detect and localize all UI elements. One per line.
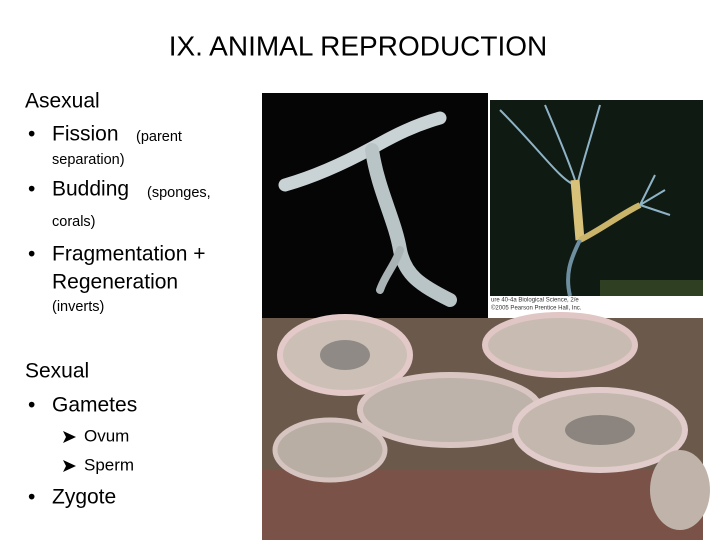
arrow-bullet <box>63 460 76 472</box>
bullet: • <box>28 394 35 417</box>
figure-credit: ©2005 Pearson Prentice Hall, Inc. <box>491 305 582 312</box>
section-heading: Asexual <box>25 90 100 113</box>
subitem-text: Sperm <box>84 455 134 474</box>
item-text: Regeneration <box>52 271 178 294</box>
slide-title: IX. ANIMAL REPRODUCTION <box>169 30 548 61</box>
item-note: (inverts) <box>52 299 104 315</box>
anemone-photo <box>262 312 710 540</box>
planarian-photo <box>262 93 488 318</box>
item-note: (sponges, <box>147 185 211 201</box>
subitem-text: Ovum <box>84 426 129 445</box>
bullet: • <box>28 243 35 266</box>
item-text: Budding <box>52 178 129 201</box>
item-note: (parent <box>136 129 182 145</box>
item-text: Gametes <box>52 394 137 417</box>
hydra-photo <box>490 100 703 297</box>
bullet: • <box>28 123 35 146</box>
item-note: separation) <box>52 152 125 168</box>
figure-credit: ure 40-4a Biological Science, 2/e <box>491 298 579 304</box>
bullet: • <box>28 486 35 509</box>
item-text: Zygote <box>52 486 116 509</box>
item-text: Fission <box>52 123 119 146</box>
section-heading: Sexual <box>25 360 89 383</box>
arrow-bullet <box>63 431 76 443</box>
item-note: corals) <box>52 214 96 230</box>
item-text: Fragmentation + <box>52 243 206 266</box>
bullet: • <box>28 178 35 201</box>
